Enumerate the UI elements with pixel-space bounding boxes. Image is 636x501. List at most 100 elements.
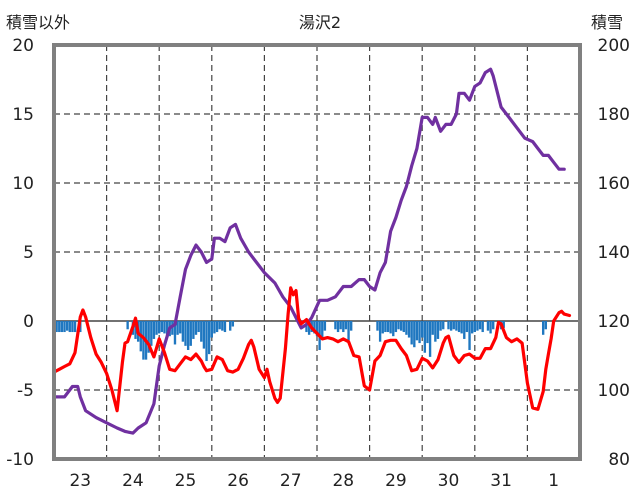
precipitation-bar [421, 321, 424, 338]
snow_depth-line [52, 67, 566, 435]
precipitation-bar [336, 321, 340, 333]
precipitation-bar [165, 321, 169, 337]
precipitation-bar [315, 321, 319, 337]
x-tick-label: 24 [122, 471, 144, 491]
precipitation-bar [192, 321, 195, 339]
precipitation-bar [418, 321, 421, 344]
precipitation-bar [221, 321, 224, 331]
precipitation-bar [447, 321, 450, 330]
precipitation-bar [194, 321, 198, 335]
chart-title: 湯沢2 [299, 13, 341, 32]
precipitation-bar [386, 321, 390, 333]
precipitation-bar [152, 321, 156, 339]
right-axis-label: 積雪 [591, 13, 623, 32]
precipitation-bar [60, 321, 64, 333]
precipitation-bar [184, 321, 187, 346]
precipitation-bar [147, 321, 150, 353]
y-right-tick-label: 120 [598, 312, 630, 332]
precipitation-bar [205, 321, 208, 362]
precipitation-bar [55, 321, 58, 333]
precipitation-bar [155, 321, 158, 335]
precipitation-bar [200, 321, 203, 342]
precipitation-bar [347, 321, 350, 341]
precipitation-bar [544, 321, 547, 330]
y-right-tick-label: 80 [608, 450, 630, 470]
y-right-tick-label: 160 [598, 174, 630, 194]
precipitation-bar [478, 321, 482, 330]
y-left-tick-label: 0 [23, 312, 34, 332]
precipitation-bar [434, 321, 437, 342]
precipitation-bar [229, 321, 232, 331]
precipitation-bar [397, 321, 400, 330]
temperature-line [52, 286, 572, 413]
precipitation-bar [173, 321, 177, 345]
precipitation-bar [415, 321, 419, 341]
precipitation-bar [189, 321, 192, 346]
x-tick-label: 25 [175, 471, 197, 491]
precipitation-bar [436, 321, 440, 339]
precipitation-bar [176, 321, 179, 335]
precipitation-bar [160, 321, 164, 333]
precipitation-bar [163, 321, 166, 334]
y-left-tick-label: 5 [23, 243, 34, 263]
left-axis-label: 積雪以外 [6, 13, 70, 32]
precipitation-bar [158, 321, 161, 334]
precipitation-bar [481, 321, 484, 333]
precipitation-bar [473, 321, 476, 333]
precipitation-bar [223, 321, 227, 333]
precipitation-bar [134, 321, 137, 339]
x-tick-label: 30 [438, 471, 460, 491]
y-right-tick-label: 200 [598, 36, 630, 56]
precipitation-bar [394, 321, 398, 333]
precipitation-bar [210, 321, 213, 338]
precipitation-bar [426, 321, 429, 344]
x-tick-label: 31 [490, 471, 512, 491]
precipitation-bar [486, 321, 490, 331]
precipitation-bar [334, 321, 337, 330]
precipitation-bar [407, 321, 411, 338]
precipitation-bar [323, 321, 327, 331]
precipitation-bar [442, 321, 445, 330]
precipitation-bar [402, 321, 405, 333]
x-tick-label: 23 [69, 471, 91, 491]
precipitation-bar [231, 321, 235, 327]
y-right-tick-label: 100 [598, 381, 630, 401]
series-lines [52, 67, 572, 435]
y-right-tick-label: 140 [598, 243, 630, 263]
precipitation-bar [202, 321, 206, 349]
precipitation-bar [313, 321, 316, 334]
x-tick-label: 29 [385, 471, 407, 491]
precipitation-bar [71, 321, 74, 333]
plot-frame [52, 43, 582, 461]
precipitation-bar [339, 321, 342, 330]
precipitation-bar [423, 321, 427, 353]
precipitation-bar [410, 321, 413, 345]
precipitation-bar [452, 321, 455, 330]
precipitation-bar [468, 321, 471, 350]
y-left-tick-label: 15 [12, 105, 34, 125]
precipitation-bar [449, 321, 453, 331]
precipitation-bar [457, 321, 461, 333]
precipitation-bar [215, 321, 219, 333]
precipitation-bar [342, 321, 345, 333]
precipitation-bar [439, 321, 442, 331]
precipitation-bar [344, 321, 348, 330]
precipitation-bar [181, 321, 185, 342]
y-right-tick-label: 180 [598, 105, 630, 125]
x-tick-label: 26 [227, 471, 249, 491]
precipitation-bar [213, 321, 216, 334]
precipitation-bar [392, 321, 395, 337]
precipitation-bar [541, 321, 545, 335]
precipitation-bar [350, 321, 353, 331]
y-right-ticks: 200 180 160 140 120 100 80 [598, 36, 630, 470]
precipitation-bar [463, 321, 466, 339]
precipitation-bar [307, 321, 311, 335]
precipitation-bar [68, 321, 71, 333]
precipitation-bar [428, 321, 432, 357]
precipitation-bar [399, 321, 403, 331]
precipitation-bar [431, 321, 434, 335]
precipitation-bar [197, 321, 200, 333]
y-left-ticks: 20 15 10 5 0 -5 -10 [6, 36, 34, 470]
precipitation-bar [321, 321, 324, 338]
